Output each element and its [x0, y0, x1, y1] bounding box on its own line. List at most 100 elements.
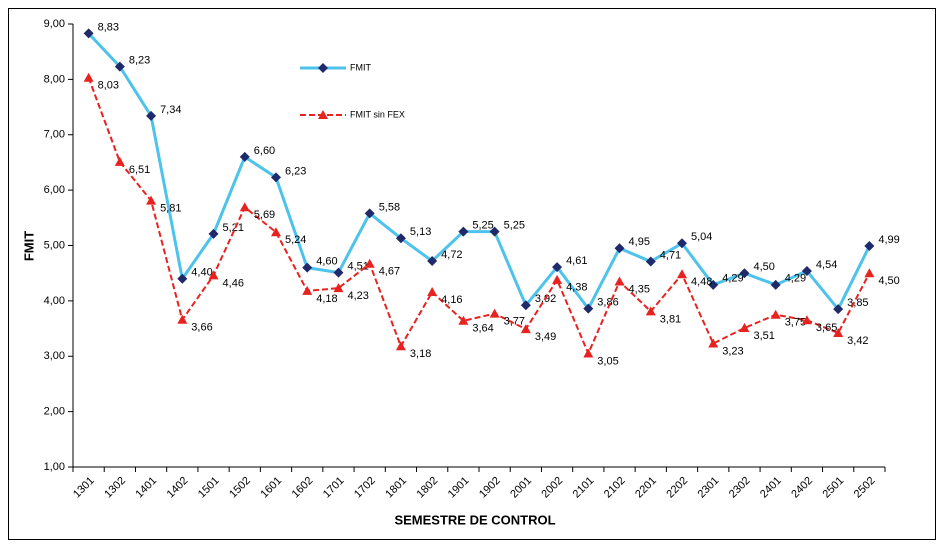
x-tick-label: 2102	[602, 475, 628, 501]
data-point	[239, 202, 250, 212]
data-point	[645, 256, 656, 267]
legend-label: FMIT	[350, 62, 371, 72]
legend-marker	[318, 63, 328, 73]
data-point	[146, 110, 157, 121]
data-point	[458, 226, 469, 237]
y-tick-label: 3,00	[44, 350, 65, 362]
data-point	[520, 324, 531, 334]
data-label: 3,18	[410, 348, 431, 360]
data-point	[552, 274, 563, 284]
y-tick-label: 6,00	[44, 184, 65, 196]
data-point	[739, 268, 750, 279]
data-label: 4,72	[441, 249, 462, 261]
x-tick-label: 1802	[415, 475, 441, 501]
x-tick-label: 2001	[508, 475, 534, 501]
legend-marker	[318, 110, 328, 119]
data-point	[583, 348, 594, 358]
data-label: 5,69	[254, 209, 275, 221]
x-tick-label: 1601	[258, 475, 284, 501]
data-label: 4,61	[566, 255, 587, 267]
data-point	[114, 156, 125, 166]
data-point	[146, 195, 157, 205]
data-point	[302, 285, 313, 295]
y-tick-label: 5,00	[44, 239, 65, 251]
data-label: 8,83	[98, 21, 119, 33]
data-point	[801, 265, 812, 276]
x-tick-label: 1402	[165, 475, 191, 501]
data-label: 4,50	[753, 261, 774, 273]
x-tick-label: 2302	[727, 475, 753, 501]
data-label: 3,05	[597, 355, 618, 367]
x-tick-label: 2101	[571, 475, 597, 501]
chart-frame	[8, 8, 936, 540]
data-label: 4,38	[566, 282, 587, 294]
data-point	[302, 262, 313, 273]
data-label: 8,03	[98, 80, 119, 92]
data-label: 5,58	[379, 201, 400, 213]
x-tick-label: 2501	[821, 475, 847, 501]
data-label: 4,16	[441, 294, 462, 306]
data-point	[458, 315, 469, 325]
x-tick-label: 1301	[71, 475, 97, 501]
data-label: 3,81	[660, 313, 681, 325]
y-tick-label: 7,00	[44, 129, 65, 141]
data-point	[395, 233, 406, 244]
data-label: 7,34	[160, 104, 181, 116]
data-label: 5,04	[691, 231, 712, 243]
x-tick-label: 2401	[758, 475, 784, 501]
y-tick-label: 1,00	[44, 461, 65, 473]
data-label: 4,48	[691, 276, 712, 288]
x-tick-label: 1901	[446, 475, 472, 501]
data-point	[427, 287, 438, 297]
data-label: 5,81	[160, 203, 181, 215]
data-label: 4,35	[629, 283, 650, 295]
data-label: 3,64	[472, 323, 493, 335]
data-label: 3,66	[191, 322, 212, 334]
data-point	[739, 323, 750, 333]
data-point	[770, 279, 781, 290]
data-label: 5,25	[472, 220, 493, 232]
x-tick-label: 2002	[539, 475, 565, 501]
x-tick-label: 1602	[290, 475, 316, 501]
x-tick-label: 1401	[133, 475, 159, 501]
data-point	[239, 151, 250, 162]
data-label: 4,95	[629, 236, 650, 248]
legend-label: FMIT sin FEX	[350, 109, 405, 119]
data-point	[114, 61, 125, 72]
x-tick-label: 1801	[383, 475, 409, 501]
data-point	[864, 241, 875, 252]
data-label: 3,42	[847, 335, 868, 347]
y-tick-label: 4,00	[44, 295, 65, 307]
data-label: 4,18	[316, 293, 337, 305]
data-point	[833, 304, 844, 315]
x-tick-label: 2202	[664, 475, 690, 501]
data-label: 3,77	[504, 316, 525, 328]
y-tick-label: 9,00	[44, 18, 65, 30]
data-point	[333, 283, 344, 293]
data-label: 8,23	[129, 55, 150, 67]
data-point	[489, 226, 500, 237]
x-tick-label: 1502	[227, 475, 253, 501]
data-point	[552, 262, 563, 273]
x-tick-label: 1501	[196, 475, 222, 501]
data-point	[271, 172, 281, 183]
x-tick-label: 1702	[352, 475, 378, 501]
x-tick-label: 2402	[789, 475, 815, 501]
data-label: 3,23	[722, 345, 743, 357]
data-point	[801, 315, 812, 325]
data-label: 6,23	[285, 165, 306, 177]
data-label: 3,86	[597, 297, 618, 309]
data-point	[333, 267, 344, 278]
data-label: 4,40	[191, 267, 212, 279]
data-point	[864, 268, 875, 278]
data-label: 5,13	[410, 226, 431, 238]
data-point	[645, 306, 656, 316]
data-label: 4,60	[316, 256, 337, 268]
data-point	[208, 228, 219, 239]
data-label: 4,50	[878, 275, 899, 287]
data-point	[427, 256, 438, 267]
data-label: 3,51	[753, 330, 774, 342]
data-point	[833, 327, 844, 337]
data-label: 5,25	[504, 220, 525, 232]
